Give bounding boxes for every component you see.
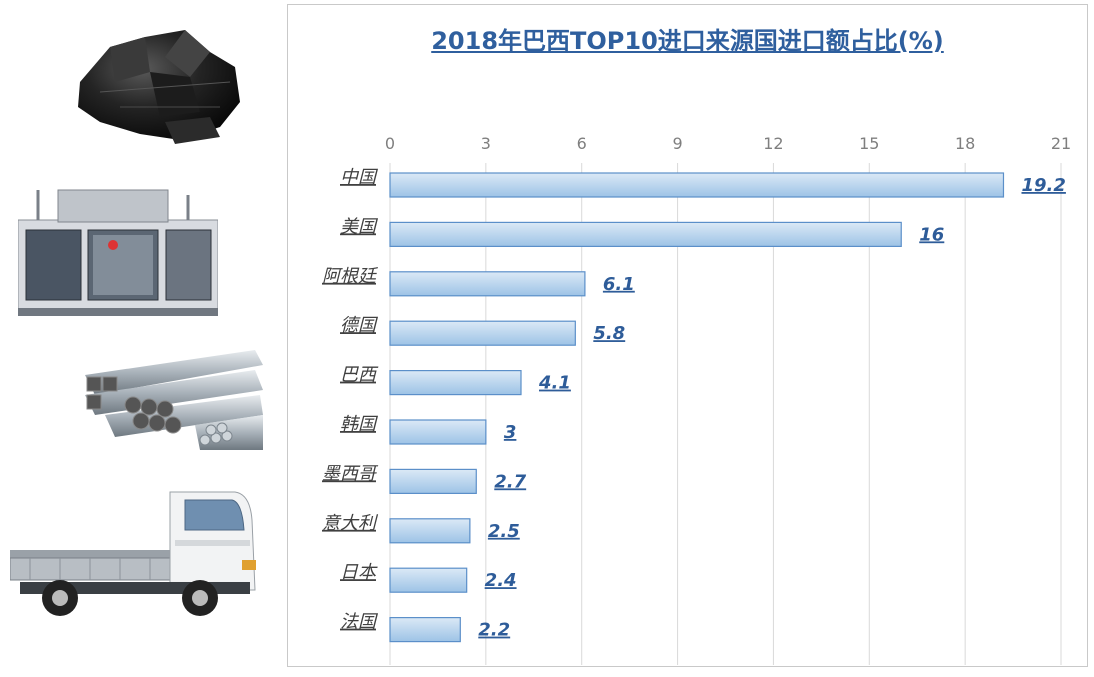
value-label: 2.7 bbox=[494, 471, 526, 492]
flatbed-truck-image bbox=[10, 491, 256, 616]
x-tick-label: 6 bbox=[577, 134, 587, 153]
bar bbox=[389, 370, 522, 396]
category-label: 德国 bbox=[340, 315, 379, 336]
category-label: 韩国 bbox=[340, 414, 379, 435]
bar bbox=[389, 468, 477, 494]
x-tick-label: 12 bbox=[763, 134, 783, 153]
value-label: 16 bbox=[919, 224, 944, 245]
bar bbox=[389, 616, 461, 643]
category-label: 意大利 bbox=[322, 513, 379, 534]
category-label: 日本 bbox=[340, 562, 378, 583]
x-tick-label: 15 bbox=[859, 134, 879, 153]
x-tick-label: 18 bbox=[955, 134, 975, 153]
bar-chart: 0 3 6 9 12 15 18 21 中国 19.2 美国 16 阿根廷 6.1 德国 5.8 巴西 4.1 韩国… bbox=[322, 134, 1071, 665]
category-label: 中国 bbox=[340, 167, 379, 188]
bar bbox=[389, 221, 902, 247]
bar bbox=[389, 172, 1005, 198]
value-label: 4.1 bbox=[538, 373, 571, 394]
bar bbox=[389, 320, 576, 346]
category-label: 阿根廷 bbox=[322, 266, 379, 287]
value-label: 5.8 bbox=[593, 323, 625, 344]
x-tick-label: 0 bbox=[385, 134, 395, 153]
bar bbox=[389, 419, 487, 445]
value-label: 2.5 bbox=[488, 521, 520, 542]
value-label: 2.2 bbox=[478, 620, 510, 641]
value-label: 3 bbox=[504, 422, 517, 443]
chart-title: 2018年巴西TOP10进口来源国进口额占比(%) bbox=[431, 27, 944, 55]
category-label: 美国 bbox=[340, 216, 379, 237]
bar bbox=[389, 271, 586, 297]
illustration-panel bbox=[0, 0, 280, 677]
x-tick-label: 21 bbox=[1051, 134, 1071, 153]
steel-pipes-image bbox=[85, 350, 263, 450]
bar bbox=[389, 567, 468, 593]
value-label: 2.4 bbox=[485, 570, 517, 591]
category-label: 巴西 bbox=[340, 365, 379, 386]
category-label: 法国 bbox=[340, 612, 379, 633]
category-label: 墨西哥 bbox=[322, 463, 379, 484]
bar bbox=[389, 518, 471, 544]
blow-molding-machine-image bbox=[18, 189, 218, 316]
coal-lump-image bbox=[78, 30, 240, 144]
x-tick-label: 9 bbox=[672, 134, 682, 153]
x-tick-label: 3 bbox=[481, 134, 491, 153]
chart-panel: 2018年巴西TOP10进口来源国进口额占比(%) 0 3 6 9 12 15 18 21 中国… bbox=[287, 4, 1088, 667]
value-label: 6.1 bbox=[603, 274, 635, 295]
value-label: 19.2 bbox=[1021, 175, 1065, 196]
